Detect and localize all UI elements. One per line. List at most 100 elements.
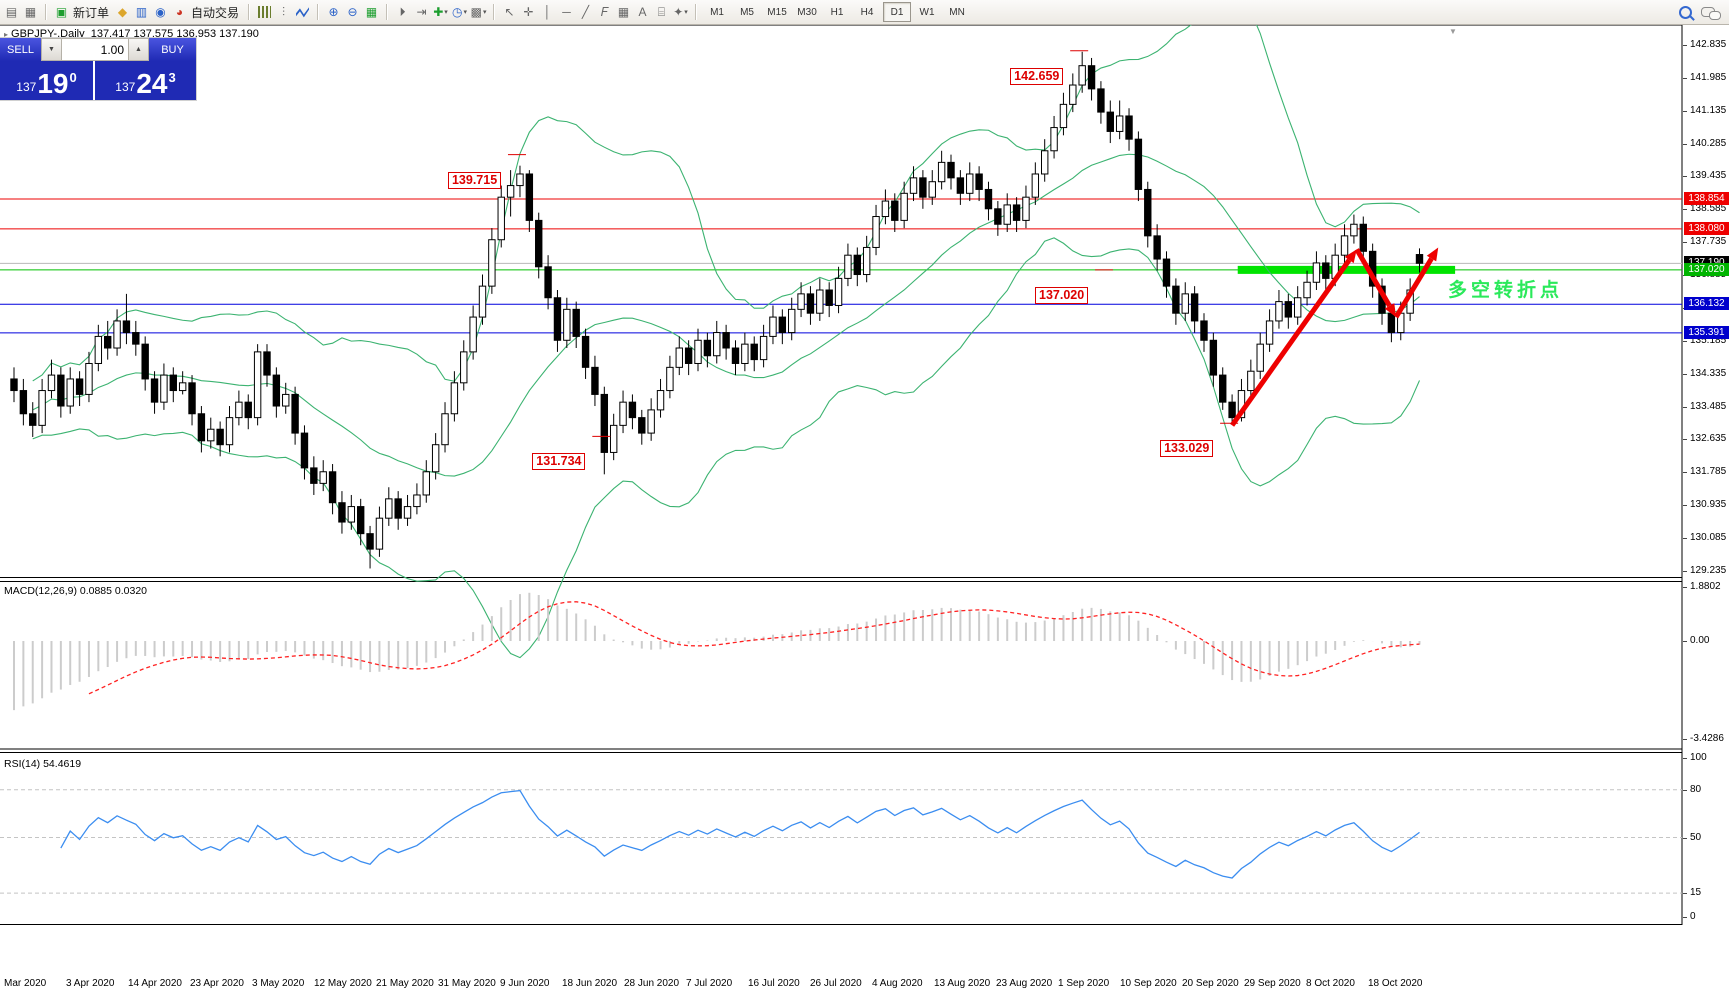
axis-tick-label: 133.485	[1690, 400, 1727, 412]
chart-window: ▸ GBPJPY-,Daily 137.417 137.575 136.953 1…	[0, 25, 1729, 994]
price-chart-canvas[interactable]	[0, 25, 1683, 944]
new-chart-icon[interactable]: ▤	[5, 5, 18, 19]
axis-tick-label: 1.8802	[1690, 581, 1721, 592]
axis-tick-label: 129.235	[1690, 564, 1727, 576]
bar-chart-icon[interactable]	[255, 2, 274, 22]
rsi-indicator-label: RSI(14) 54.4619	[4, 758, 82, 770]
candlestick-icon[interactable]: ⫶	[282, 4, 286, 19]
level-price-badge: 138.854	[1684, 191, 1729, 205]
templates-icon[interactable]: ▩ ▾	[470, 5, 487, 19]
date-label: 26 Jul 2020	[810, 978, 862, 989]
chat-icon[interactable]	[1695, 2, 1721, 22]
price-callout-label[interactable]: 133.029	[1160, 440, 1214, 458]
tile-windows-icon[interactable]: ▦	[365, 5, 378, 19]
axis-tick-label: 141.985	[1690, 71, 1727, 83]
timeframe-button-d1[interactable]: D1	[883, 2, 912, 22]
date-label: 23 Aug 2020	[996, 978, 1053, 989]
new-order-button[interactable]: 新订单	[73, 5, 110, 20]
cursor-icon[interactable]: ↖	[504, 5, 515, 19]
toolbar-separator	[248, 4, 251, 20]
date-label: 1 Sep 2020	[1058, 978, 1110, 989]
signals-icon[interactable]: ◉	[155, 5, 166, 19]
axis-tick-mark	[1683, 587, 1687, 588]
axis-tick-label: 134.335	[1690, 367, 1727, 379]
timeframe-button-m5[interactable]: M5	[740, 6, 754, 18]
zoom-out-icon[interactable]: ⊖	[347, 5, 358, 19]
volume-decrease-button[interactable]: ▼	[41, 38, 62, 61]
indicators-add-icon[interactable]: ✚ ▾	[433, 5, 448, 19]
timeframe-button-mn[interactable]: MN	[949, 6, 965, 18]
collapse-arrow-icon[interactable]: ▸	[4, 30, 9, 39]
date-label: 9 Jun 2020	[500, 978, 550, 989]
metaeditor-icon[interactable]: ◆	[117, 5, 128, 19]
profiles-icon[interactable]: ▦	[24, 5, 37, 19]
timeframe-button-w1[interactable]: W1	[919, 6, 935, 18]
vertical-line-icon[interactable]: │	[543, 5, 552, 19]
price-callout-label[interactable]: 139.715	[447, 171, 502, 189]
terminal-icon[interactable]: ▥	[135, 5, 148, 19]
sell-button[interactable]: SELL	[0, 38, 41, 61]
volume-increase-button[interactable]: ▲	[128, 38, 149, 61]
axis-tick-mark	[1683, 570, 1687, 572]
horizontal-line-icon[interactable]: ─	[562, 5, 571, 19]
trendline-icon[interactable]: ╱	[581, 5, 590, 19]
arrows-icon[interactable]: ✦ ▾	[673, 5, 688, 19]
price-callout-label[interactable]: 142.659	[1010, 67, 1064, 85]
axis-tick-mark	[1683, 641, 1687, 642]
text-icon[interactable]: A	[638, 5, 647, 19]
buy-button[interactable]: BUY	[149, 38, 196, 61]
sell-quote[interactable]: 137 19 0	[0, 61, 93, 100]
axis-tick-label: 135.185	[1690, 334, 1727, 346]
toolbar-separator	[695, 4, 698, 20]
price-axis[interactable]: 142.835 141.985 141.135 140.285 139.435 138.5…	[1683, 25, 1729, 944]
buy-price-point: 3	[168, 70, 176, 85]
toolbar-separator	[386, 4, 389, 20]
timeframe-button-h1[interactable]: H1	[830, 6, 844, 18]
chart-shift-icon[interactable]: ⇥	[416, 5, 427, 19]
date-label: 23 Apr 2020	[190, 978, 244, 989]
line-chart-icon[interactable]	[293, 2, 312, 22]
volume-input[interactable]	[62, 38, 128, 61]
axis-tick-label: 138.585	[1690, 203, 1727, 215]
auto-scroll-icon[interactable]: ⏵	[399, 4, 406, 19]
periods-icon[interactable]: ◷ ▾	[452, 5, 468, 19]
price-callout-label[interactable]: 137.020	[1035, 286, 1089, 304]
sell-price-pips: 19	[37, 68, 69, 99]
axis-tick-mark	[1683, 837, 1687, 839]
timeframe-button-m30[interactable]: M30	[797, 6, 817, 18]
fibonacci-icon[interactable]: 𝐹	[600, 4, 609, 19]
macd-indicator-label: MACD(12,26,9) 0.0885 0.0320	[4, 585, 148, 597]
axis-tick-mark	[1683, 209, 1687, 211]
date-label: 29 Sep 2020	[1244, 978, 1301, 989]
price-callout-label[interactable]: 131.734	[532, 453, 586, 471]
buy-quote[interactable]: 137 24 3	[95, 61, 196, 100]
turning-point-annotation: 多空转折点	[1448, 280, 1564, 301]
axis-tick-label: 0	[1690, 911, 1696, 922]
axis-tick-mark	[1683, 77, 1687, 79]
axis-tick-label: 100	[1690, 752, 1707, 763]
axis-tick-label: 15	[1690, 887, 1702, 899]
timeframe-button-h4[interactable]: H4	[860, 6, 874, 18]
grid-icon[interactable]: ▦	[617, 5, 630, 19]
new-order-icon[interactable]: ▣	[55, 5, 68, 19]
toolbar-separator	[45, 4, 47, 20]
date-label: 7 Jul 2020	[686, 978, 733, 989]
level-price-badge: 138.080	[1684, 221, 1729, 235]
crosshair-icon[interactable]: ✛	[523, 5, 534, 19]
search-icon[interactable]	[1676, 2, 1695, 22]
autotrading-button[interactable]: 自动交易	[191, 5, 240, 20]
autotrading-icon[interactable]: ◕	[175, 5, 184, 19]
timeframe-button-m1[interactable]: M1	[710, 6, 724, 18]
ohlc-values: 137.417 137.575 136.953 137.190	[90, 28, 259, 40]
chart-shift-marker: ▼	[1449, 27, 1457, 36]
axis-tick-mark	[1683, 917, 1687, 918]
zoom-in-icon[interactable]: ⊕	[328, 5, 339, 19]
timeframe-button-m15[interactable]: M15	[767, 6, 787, 18]
time-axis[interactable]: Mar 2020 3 Apr 2020 14 Apr 2020 23 Apr 2020…	[0, 975, 1683, 994]
label-icon[interactable]: ⌸	[657, 4, 666, 19]
axis-tick-mark	[1683, 406, 1687, 408]
date-label: 12 May 2020	[314, 978, 372, 989]
date-label: 18 Oct 2020	[1368, 978, 1423, 989]
axis-tick-label: 140.285	[1690, 137, 1727, 149]
